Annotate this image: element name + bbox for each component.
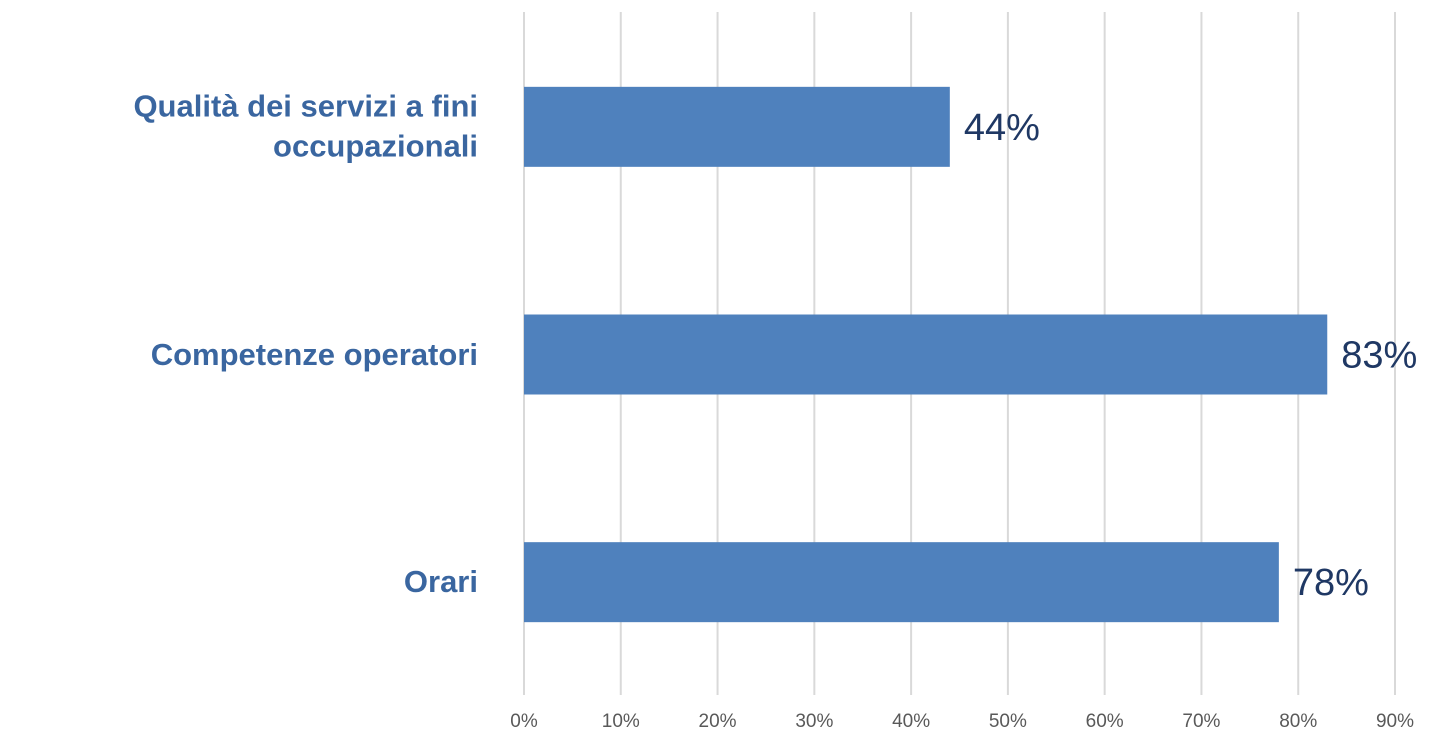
x-tick-label: 40% [892,711,930,732]
x-tick-label: 20% [699,711,737,732]
category-label: Qualità dei servizi a fini occupazionali [133,88,478,164]
bar [524,314,1328,395]
x-tick-label: 10% [602,711,640,732]
x-tick-label: 50% [989,711,1027,732]
x-tick-label: 60% [1086,711,1124,732]
bar [524,86,950,167]
category-label: Competenze operatori [150,336,478,372]
x-tick-label: 30% [795,711,833,732]
bar [524,542,1279,623]
category-label: Orari [403,564,478,600]
x-tick-label: 70% [1182,711,1220,732]
value-label: 83% [1341,335,1417,377]
x-tick-label: 0% [510,711,538,732]
x-tick-label: 80% [1279,711,1317,732]
x-tick-label: 90% [1376,711,1414,732]
value-label: 44% [964,107,1040,149]
value-label: 78% [1293,562,1369,604]
